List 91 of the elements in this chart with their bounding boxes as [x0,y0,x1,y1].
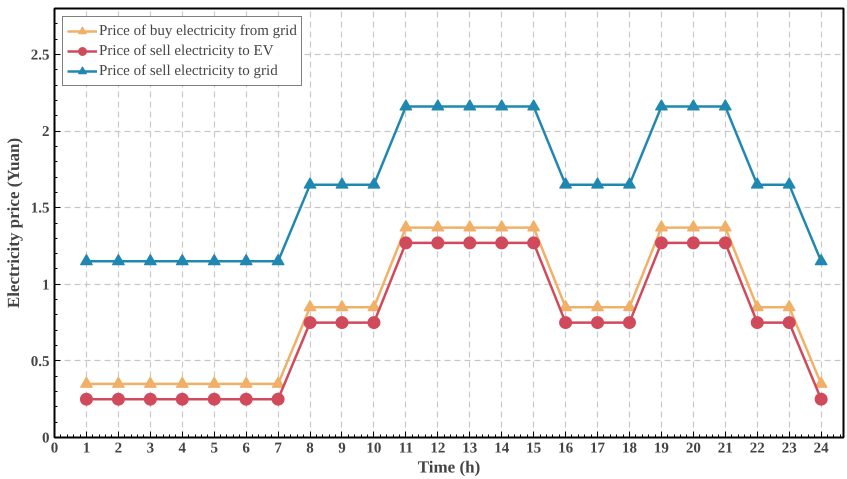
x-tick-label: 16 [558,440,574,456]
point [495,99,508,111]
x-tick-label: 5 [210,440,218,456]
x-tick-label: 18 [622,440,637,456]
point [654,99,668,111]
point [208,376,221,388]
point [686,220,700,232]
point [591,300,604,312]
point [622,177,636,189]
point [240,254,253,266]
point [399,236,412,250]
point [80,254,93,266]
x-tick-label: 14 [494,440,510,456]
point [591,177,604,189]
point [431,236,444,250]
point [399,99,412,111]
point [463,99,476,111]
y-axis-title: Electricity price (Yuan) [4,138,23,308]
point [335,177,348,189]
x-tick-label: 15 [526,440,542,456]
point [304,177,317,189]
y-tick-label: 0.5 [30,354,50,370]
legend-label: Price of sell electricity to EV [99,42,274,60]
point [750,300,764,312]
point [367,300,380,312]
point [367,177,380,189]
point [718,99,732,111]
point [718,236,732,250]
point [527,236,540,250]
point [622,300,636,312]
x-tick-label: 1 [82,440,90,456]
point [782,300,796,312]
x-tick-label: 10 [366,440,382,456]
point [559,300,572,312]
point [463,220,476,232]
x-tick-label: 8 [306,440,314,456]
x-tick-label: 23 [782,440,797,456]
point [208,254,221,266]
point [80,376,93,388]
point [112,376,125,388]
point [176,376,189,388]
x-tick-label: 4 [178,440,187,456]
point [335,300,348,312]
x-tick-label: 12 [430,440,446,456]
point [654,236,668,250]
y-tick-label: 0 [42,430,50,446]
x-tick-label: 11 [398,440,413,456]
x-tick-label: 19 [654,440,669,456]
point [527,220,540,232]
point [176,254,189,266]
x-tick-label: 3 [146,440,154,456]
point [718,220,732,232]
legend-label: Price of buy electricity from grid [99,22,297,40]
point [304,300,317,312]
x-tick-label: 13 [462,440,478,456]
point [782,177,796,189]
point [144,376,157,388]
point [431,99,444,111]
point [240,376,253,388]
point [495,220,508,232]
x-tick-label: 7 [274,440,282,456]
point [750,177,764,189]
point [463,236,476,250]
point [431,220,444,232]
x-tick-label: 2 [114,440,122,456]
point [686,99,700,111]
x-tick-label: 24 [814,440,830,456]
point [814,376,828,388]
point [495,236,508,250]
x-axis-title: Time (h) [418,458,480,476]
point [272,254,285,266]
x-tick-label: 17 [590,440,606,456]
y-tick-label: 1.5 [30,200,50,217]
x-tick-label: 9 [338,440,346,456]
point [527,99,540,111]
point [399,220,412,232]
y-tick-label: 1 [42,277,50,294]
point [112,254,125,266]
y-tick-label: 2 [42,124,50,140]
point [144,254,157,266]
x-tick-label: 20 [686,440,701,456]
point [654,220,668,232]
legend-label: Price of sell electricity to grid [99,62,278,80]
x-tick-label: 6 [242,440,250,456]
x-tick-label: 21 [718,440,733,456]
point [814,254,828,266]
x-tick-label: 22 [750,440,765,456]
point [272,376,285,388]
y-tick-label: 2.5 [30,47,50,64]
point [686,236,700,250]
point [559,177,572,189]
